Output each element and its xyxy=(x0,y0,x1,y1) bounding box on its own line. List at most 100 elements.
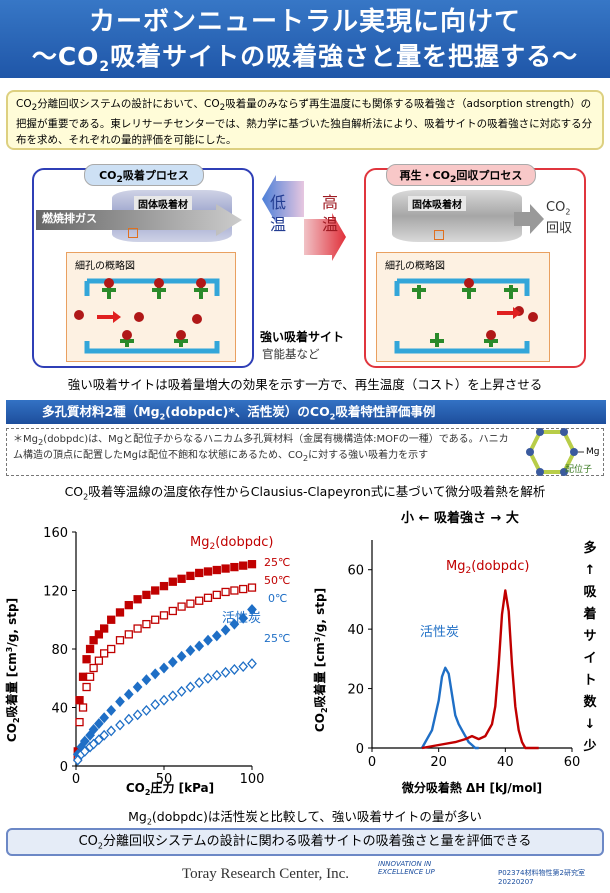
data-point-2 xyxy=(115,696,125,708)
zoom-marker xyxy=(128,228,138,238)
side-label-char: 多 xyxy=(583,540,596,556)
side-label-char: ト xyxy=(583,673,596,688)
data-point-1 xyxy=(94,656,104,665)
data-point-2 xyxy=(203,634,213,646)
data-point-0 xyxy=(89,636,98,645)
data-point-3 xyxy=(167,690,178,702)
data-point-0 xyxy=(203,567,213,576)
pore-diagram-left: 細孔の概略図 xyxy=(66,252,236,362)
y-tick-label-2: 40 xyxy=(347,623,364,638)
ac-peak-label: 活性炭 xyxy=(420,625,459,640)
y-tick-label-1: 120 xyxy=(43,585,68,600)
data-point-2 xyxy=(94,718,104,730)
high-temp-label: 高温 xyxy=(322,193,339,234)
data-point-0 xyxy=(230,562,239,572)
x-tick-label-1: 0 xyxy=(72,772,80,787)
temperature-arrows xyxy=(262,175,346,261)
intro-box: CO2分離回収システムの設計において、CO2吸着量のみならず再生温度にも関係する… xyxy=(6,90,604,150)
data-point-0 xyxy=(94,630,104,639)
data-point-0 xyxy=(124,600,133,610)
data-point-3 xyxy=(247,658,257,670)
strong-site-label: 強い吸着サイト xyxy=(258,328,347,345)
data-point-2 xyxy=(220,624,231,636)
data-point-3 xyxy=(141,704,152,716)
adsorption-process-title: CO2吸着プロセス xyxy=(84,164,204,186)
flue-gas-arrow xyxy=(36,204,242,236)
data-point-2 xyxy=(79,735,90,747)
data-point-2 xyxy=(123,688,134,700)
y-tick-label-2: 0 xyxy=(356,742,364,757)
x-axis-label-2: 微分吸着熱 ΔH [kJ/mol] xyxy=(401,780,542,795)
pore-schematic-right xyxy=(394,278,538,354)
side-label-char: ↓ xyxy=(585,717,596,732)
isotherm-chart: 0 50 100 0 40 80 120 160 CO2圧力 [kPa] CO2吸着量 [cm… xyxy=(4,526,290,797)
data-point-2 xyxy=(99,712,110,724)
caption-analysis: CO2吸着等温線の温度依存性からClausius-Clapeyron式に基づいて… xyxy=(64,484,546,502)
data-point-0 xyxy=(107,615,116,624)
data-point-1 xyxy=(89,663,98,673)
data-point-0 xyxy=(186,571,195,581)
pore-schematic-left xyxy=(74,278,220,354)
label-ac-25c: 25℃ xyxy=(264,632,290,645)
data-point-1 xyxy=(85,672,95,681)
side-label-char: 数 xyxy=(583,694,597,710)
data-point-3 xyxy=(94,734,104,746)
label-mg-25c: 25℃ xyxy=(264,556,290,569)
data-point-2 xyxy=(88,723,99,735)
data-point-1 xyxy=(151,615,160,624)
document-code: P02374材料物性第2研究室20220207 xyxy=(498,869,585,886)
company-slogan: INNOVATION IN EXCELLENCE UP xyxy=(378,860,435,876)
co2-recovery-label: CO2 回収 xyxy=(546,200,573,236)
co2-out-arrow xyxy=(514,204,544,234)
label-ac-0c: 0℃ xyxy=(268,592,287,605)
caption-strong-site: 強い吸着サイトは吸着量増大の効果を示す一方で、再生温度（コスト）を上昇させる xyxy=(67,377,543,392)
conclusion-bar: CO2分離回収システムの設計に関わる吸着サイトの吸着強さと量を評価できる xyxy=(6,828,604,856)
pore-label-left: 細孔の概略図 xyxy=(75,261,135,272)
data-point-1 xyxy=(247,583,257,592)
data-point-0 xyxy=(212,565,221,575)
data-point-0 xyxy=(247,560,257,569)
data-point-1 xyxy=(230,586,239,595)
data-point-2 xyxy=(185,644,196,656)
x-tick-label-1: 50 xyxy=(156,772,173,787)
label-mg-50c: 50℃ xyxy=(264,574,290,587)
data-point-0 xyxy=(133,595,142,604)
mof-note: ＊Mg2(dobpdc)は、Mgと配位子からなるハニカム多孔質材料（金属有機構造… xyxy=(6,428,604,476)
data-point-0 xyxy=(239,561,248,570)
x-tick-label-1: 100 xyxy=(240,772,265,787)
data-point-2 xyxy=(150,668,161,680)
side-label-char: 少 xyxy=(582,738,596,754)
section-header: 多孔質材料2種（Mg2(dobpdc)*、活性炭）のCO2吸着特性評価事例 xyxy=(6,400,606,424)
side-label-char: 吸 xyxy=(583,585,597,600)
series-line-1 xyxy=(421,589,539,750)
data-point-3 xyxy=(211,669,222,681)
data-point-3 xyxy=(203,672,213,684)
data-point-3 xyxy=(115,719,125,731)
data-point-2 xyxy=(194,640,205,652)
flue-gas-label: 燃焼排ガス xyxy=(42,212,97,225)
data-point-1 xyxy=(133,624,142,633)
data-point-0 xyxy=(85,644,95,654)
side-label-char: ↑ xyxy=(585,563,596,578)
honeycomb-icon xyxy=(526,428,584,476)
data-point-1 xyxy=(168,606,177,616)
mg-series-label: Mg2(dobpdc) xyxy=(190,535,273,552)
data-point-2 xyxy=(106,704,117,716)
y-tick-label-1: 0 xyxy=(60,760,68,775)
data-point-0 xyxy=(177,574,186,583)
data-point-3 xyxy=(79,745,90,757)
regeneration-process-title: 再生・CO2回収プロセス xyxy=(386,164,536,186)
ligand-label: 配位子 xyxy=(565,465,593,475)
mg-peak-label: Mg2(dobpdc) xyxy=(446,559,529,576)
data-point-2 xyxy=(238,612,249,624)
pore-label-right: 細孔の概略図 xyxy=(385,261,445,272)
data-point-1 xyxy=(159,611,169,620)
data-point-1 xyxy=(177,602,186,611)
functional-group-label: 官能基など xyxy=(262,347,320,361)
data-point-1 xyxy=(239,584,248,594)
data-point-2 xyxy=(247,604,257,615)
data-point-3 xyxy=(229,663,240,675)
data-point-1 xyxy=(107,644,116,654)
data-point-0 xyxy=(75,696,84,705)
y-axis-label-1: CO2吸着量 [cm3/g, stp] xyxy=(4,598,21,742)
